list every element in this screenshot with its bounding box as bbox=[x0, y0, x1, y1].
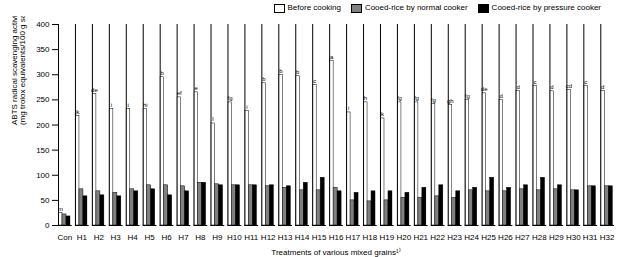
svg-text:d: d bbox=[499, 93, 502, 99]
svg-text:jk: jk bbox=[75, 108, 80, 115]
svg-text:H11: H11 bbox=[244, 233, 259, 242]
svg-text:H15: H15 bbox=[312, 233, 327, 242]
html-text:Cooed-rice by normal cooker: Cooed-rice by normal cooker bbox=[364, 3, 468, 13]
svg-text:ABTS radical scavenging activi: ABTS radical scavenging activity(mg trol… bbox=[10, 16, 27, 125]
svg-text:H12: H12 bbox=[261, 233, 276, 242]
svg-text:d: d bbox=[550, 84, 553, 90]
svg-text:m: m bbox=[58, 205, 63, 212]
svg-text:b: b bbox=[296, 69, 300, 75]
svg-text:H20: H20 bbox=[396, 233, 411, 242]
svg-text:b: b bbox=[262, 76, 266, 82]
svg-text:250: 250 bbox=[36, 95, 50, 104]
svg-text:H25: H25 bbox=[481, 233, 496, 242]
svg-text:350: 350 bbox=[36, 45, 50, 54]
svg-text:H27: H27 bbox=[515, 233, 530, 242]
svg-text:H32: H32 bbox=[600, 233, 615, 242]
svg-text:200: 200 bbox=[36, 121, 50, 130]
svg-text:300: 300 bbox=[36, 70, 50, 79]
svg-text:H6: H6 bbox=[161, 233, 172, 242]
svg-text:c: c bbox=[313, 78, 316, 84]
svg-text:k: k bbox=[381, 111, 385, 117]
svg-text:d: d bbox=[516, 84, 519, 90]
svg-text:H24: H24 bbox=[464, 233, 479, 242]
svg-text:H17: H17 bbox=[346, 233, 361, 242]
svg-text:H2: H2 bbox=[94, 233, 105, 242]
svg-text:fg: fg bbox=[396, 95, 402, 102]
svg-text:de: de bbox=[91, 86, 98, 93]
svg-text:H31: H31 bbox=[583, 233, 598, 242]
svg-text:50: 50 bbox=[41, 196, 50, 205]
svg-text:H26: H26 bbox=[498, 233, 513, 242]
svg-text:d: d bbox=[601, 84, 604, 90]
svg-text:H28: H28 bbox=[532, 233, 547, 242]
svg-text:H29: H29 bbox=[549, 233, 564, 242]
svg-text:h: h bbox=[364, 95, 367, 101]
svg-text:b: b bbox=[161, 70, 165, 76]
svg-text:Con: Con bbox=[58, 233, 73, 242]
svg-text:H7: H7 bbox=[178, 233, 189, 242]
svg-text:l: l bbox=[212, 116, 213, 122]
svg-text:H30: H30 bbox=[566, 233, 581, 242]
svg-text:H9: H9 bbox=[212, 233, 223, 242]
svg-text:de: de bbox=[480, 86, 488, 93]
svg-text:H23: H23 bbox=[447, 233, 462, 242]
svg-text:e: e bbox=[194, 85, 198, 91]
svg-text:H13: H13 bbox=[278, 233, 293, 242]
svg-text:Treatments of various mixed gr: Treatments of various mixed grains¹⁾ bbox=[271, 247, 400, 257]
svg-text:H8: H8 bbox=[195, 233, 206, 242]
svg-text:H18: H18 bbox=[363, 233, 378, 242]
svg-text:H22: H22 bbox=[430, 233, 445, 242]
svg-text:H19: H19 bbox=[379, 233, 394, 242]
svg-text:H4: H4 bbox=[128, 233, 139, 242]
svg-text:c: c bbox=[534, 79, 537, 85]
svg-text:fg: fg bbox=[227, 95, 233, 102]
svg-text:H14: H14 bbox=[295, 233, 310, 242]
svg-text:100: 100 bbox=[36, 171, 50, 180]
html-text:Cooed-rice by pressure cooker: Cooed-rice by pressure cooker bbox=[491, 3, 601, 13]
svg-text:a: a bbox=[330, 54, 334, 60]
svg-text:c: c bbox=[584, 79, 587, 85]
svg-text:H16: H16 bbox=[329, 233, 344, 242]
html-text:Before cooking: Before cooking bbox=[287, 3, 341, 13]
svg-text:i: i bbox=[111, 102, 112, 108]
svg-text:H21: H21 bbox=[413, 233, 428, 242]
svg-text:H3: H3 bbox=[111, 233, 122, 242]
svg-text:i: i bbox=[348, 105, 349, 111]
svg-text:ef: ef bbox=[176, 90, 182, 97]
svg-text:gh: gh bbox=[446, 97, 454, 104]
svg-text:H5: H5 bbox=[144, 233, 155, 242]
svg-text:fg: fg bbox=[464, 92, 470, 99]
svg-text:hi: hi bbox=[142, 101, 148, 108]
svg-text:150: 150 bbox=[36, 146, 50, 155]
svg-text:H1: H1 bbox=[77, 233, 88, 242]
svg-text:i: i bbox=[246, 104, 247, 110]
svg-text:cd: cd bbox=[565, 82, 573, 89]
svg-text:fg: fg bbox=[413, 95, 419, 102]
svg-text:b: b bbox=[279, 68, 283, 74]
svg-text:H10: H10 bbox=[227, 233, 242, 242]
svg-text:400: 400 bbox=[36, 20, 50, 29]
svg-text:i: i bbox=[128, 102, 129, 108]
svg-text:fg: fg bbox=[430, 96, 436, 103]
svg-text:0: 0 bbox=[45, 221, 50, 230]
